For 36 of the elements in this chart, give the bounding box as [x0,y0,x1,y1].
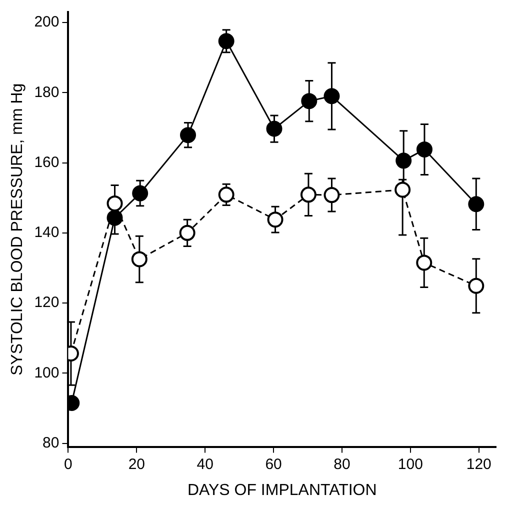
x-tick-label: 100 [398,456,423,473]
point [179,224,196,241]
x-tick-label: 40 [196,456,214,473]
point [394,182,411,198]
point [132,185,148,202]
point [324,187,340,204]
point [218,33,234,50]
x-tick-label: 80 [334,456,350,473]
point [131,251,148,268]
y-axis-title: SYSTOLIC BLOOD PRESSURE, mm Hg [9,83,26,376]
y-tick-label: 100 [34,364,60,382]
y-tick-label: 160 [34,154,60,171]
point [180,127,196,144]
point [267,212,284,228]
point [106,210,123,226]
point [300,186,316,203]
x-tick-label: 60 [265,456,282,473]
y-tick-label: 200 [34,14,60,31]
point [416,254,432,271]
point [416,141,432,158]
x-tick-label: 0 [64,456,72,473]
x-tick-label: 120 [466,456,492,473]
y-tick-label: 140 [34,224,60,242]
point [218,186,234,203]
y-tick-label: 180 [34,84,60,101]
y-tick-label: 80 [42,434,60,452]
point [324,88,340,104]
point [266,120,282,137]
x-axis-title: DAYS OF IMPLANTATION [187,482,377,499]
x-tick-label: 20 [128,456,146,473]
point [106,195,123,212]
point [396,152,412,169]
y-tick-label: 120 [34,294,60,312]
point [301,93,318,110]
point [468,278,484,294]
point [468,196,484,212]
